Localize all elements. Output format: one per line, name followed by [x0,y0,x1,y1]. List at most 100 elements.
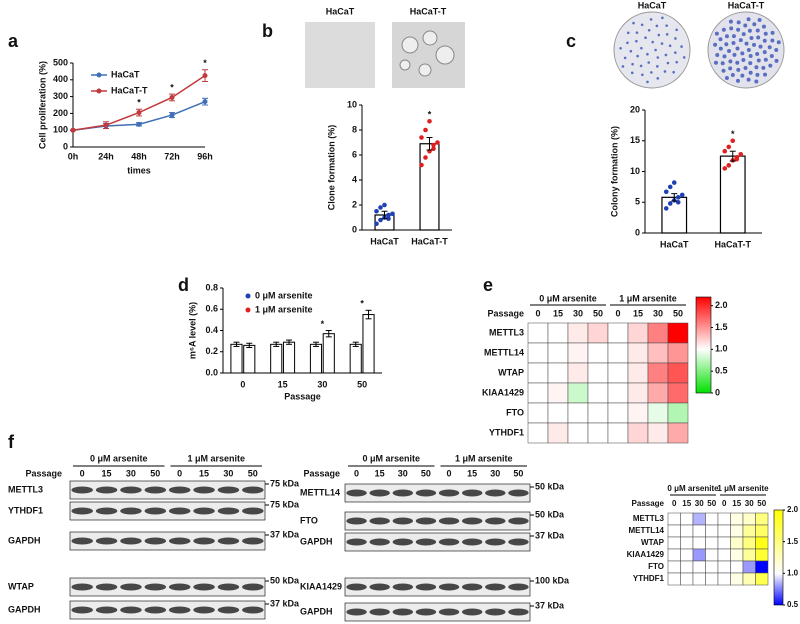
colony [754,65,759,70]
heat-cell [587,422,609,444]
size-label: 37 kDa [535,600,565,610]
significance: * [170,82,174,92]
heat-cell [527,342,549,364]
y-tick-label: 4 [352,174,357,184]
heat-cell [647,402,669,424]
group-label: 1 μM arsenite [717,484,769,493]
data-point [675,195,681,200]
image-label: HaCaT [326,6,355,16]
heat-cell [587,382,609,404]
band [120,606,142,614]
heat-cell [607,362,629,384]
heat-cell [680,572,694,586]
significance: * [203,58,207,68]
colony [757,18,762,23]
colony [744,41,749,46]
legend-marker [245,293,251,299]
band [508,538,529,546]
heat-cell [547,322,569,344]
colorbar-tick-label: 1.5 [787,537,799,546]
band [392,608,413,616]
column-label: 50 [757,499,766,508]
band [120,507,142,515]
blot-label: YTHDF1 [8,505,43,515]
band [392,538,413,546]
heat-cell [667,548,681,562]
lane-label: 50 [421,468,431,478]
colony [746,17,751,22]
colony [675,28,678,32]
heat-cell [587,402,609,424]
blot-label: GAPDH [300,536,333,546]
panel-letter: f [8,432,15,452]
column-label: 0 [615,308,620,318]
band [508,608,529,616]
band [346,538,367,546]
band [144,507,167,515]
column-label: 15 [682,499,691,508]
colony [770,38,775,43]
x-axis-label: times [127,165,151,175]
colony [721,68,726,73]
lane-label: 15 [467,468,477,478]
band [242,486,264,494]
band [369,489,390,497]
row-label: KIAA1429 [627,550,665,559]
y-tick-label: 100 [53,125,68,135]
colony [754,79,759,84]
data-point [671,180,677,185]
band [415,538,437,546]
clone [399,59,411,71]
colorbar-tick-label: 0.5 [715,366,728,376]
size-label: 75 kDa [270,478,300,488]
row-label: METTL3 [633,514,665,523]
column-label: 30 [653,308,663,318]
heat-cell [547,402,569,424]
legend-label: 0 μM arsenite [255,290,313,300]
colony [724,76,729,81]
heat-cell [627,342,649,364]
lane-label: 30 [490,468,500,478]
clone [422,30,438,46]
heat-cell [705,572,719,586]
colony [721,27,726,32]
lane-label: 0 [177,468,182,478]
band [217,606,240,614]
lane-label: 30 [398,468,408,478]
heat-cell [692,572,706,586]
colony [732,52,737,57]
band [415,489,437,497]
colony [776,40,781,45]
colony [668,44,672,48]
bar [270,343,283,374]
data-point [386,212,391,218]
heat-cell [667,536,681,550]
heat-cell [587,342,609,364]
band [71,507,93,515]
colony [761,65,766,70]
heat-cell [705,548,719,562]
passage-label: Passage [487,308,524,318]
band [462,538,483,546]
band [485,608,506,616]
lane-label: 50 [513,468,523,478]
data-point [423,155,428,160]
x-tick-label: 24h [98,151,114,161]
heat-cell [567,422,589,444]
image-label: HaCaT-T [728,0,765,10]
colony [740,51,745,56]
point [70,127,76,133]
colony [713,60,718,65]
colony [623,56,627,60]
colony [720,61,725,66]
lane-label: 15 [375,468,385,478]
band [462,583,483,591]
heat-cell [647,382,669,404]
colony [728,59,733,64]
band [193,606,215,614]
band [438,517,460,525]
band [144,606,167,614]
x-tick-label: 50 [357,379,367,389]
colony [656,65,659,68]
heat-cell [587,362,609,384]
